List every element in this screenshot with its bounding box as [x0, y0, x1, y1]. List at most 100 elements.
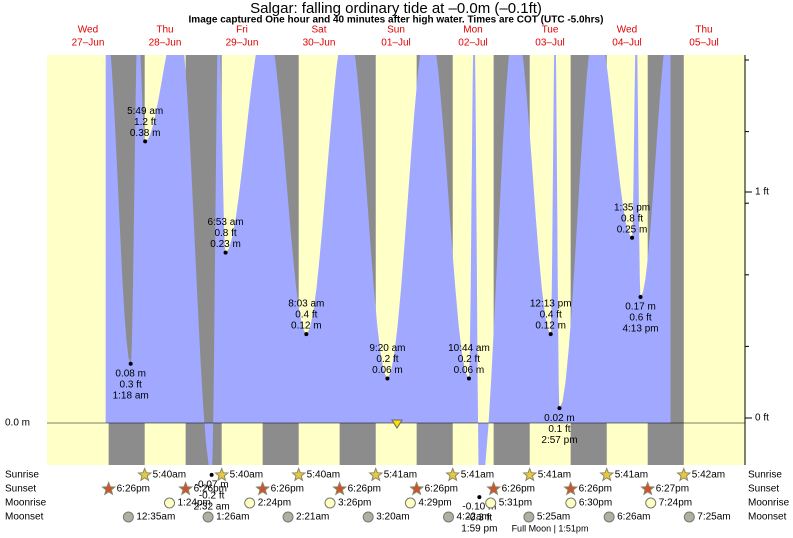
moon-icon — [443, 511, 455, 523]
sun-icon — [178, 481, 194, 496]
sunrise-time: 5:41am — [384, 470, 417, 481]
moon-icon — [122, 511, 134, 523]
date: 29–Jun — [226, 38, 259, 49]
tide-label: 2:32 am — [194, 502, 230, 513]
tide-label: 0.23 m — [210, 239, 241, 250]
sun-icon — [599, 467, 615, 482]
row-label: Sunset — [748, 484, 779, 495]
moon-icon — [565, 497, 577, 509]
moonset-time: 3:20am — [376, 512, 409, 523]
tide-label: 0.06 m — [372, 365, 403, 376]
tide-label: 0.1 ft — [548, 424, 570, 435]
weekday: Tue — [542, 25, 559, 36]
moonset-time: 7:25am — [697, 512, 730, 523]
tide-point — [385, 376, 390, 381]
sunrise-time: 5:41am — [615, 470, 648, 481]
sun-icon — [640, 481, 656, 496]
tide-label: 4:13 pm — [622, 324, 658, 335]
tide-point — [223, 250, 228, 255]
moonset-time: 4:22am — [457, 512, 490, 523]
sun-icon — [291, 467, 307, 482]
row-label: Moonrise — [5, 498, 47, 509]
tide-point — [466, 376, 471, 381]
date: 30–Jun — [303, 38, 336, 49]
tide-label: 1:35 pm — [614, 202, 650, 213]
tide-label: 0.6 ft — [629, 313, 651, 324]
left-axis-label: 0.0 m — [5, 418, 30, 429]
weekday: Thu — [156, 25, 173, 36]
tide-point — [638, 295, 643, 300]
sun-icon — [486, 481, 502, 496]
moonrise-time: 5:31pm — [499, 498, 532, 509]
sunset-time: 6:27pm — [656, 484, 689, 495]
sunrise-time: 5:40am — [230, 470, 263, 481]
tide-label: 12:13 pm — [530, 299, 572, 310]
weekday: Sun — [387, 25, 405, 36]
tide-label: -0.10 m — [462, 502, 496, 513]
sunrise-time: 5:40am — [153, 470, 186, 481]
right-axis-label: 1 ft — [755, 187, 769, 198]
title: Salgar: falling ordinary tide at –0.0m (… — [250, 0, 542, 17]
tide-point — [143, 139, 148, 144]
tide-label: 0.06 m — [454, 365, 485, 376]
weekday: Wed — [78, 25, 98, 36]
tide-label: -0.07 m — [195, 480, 229, 491]
date: 05–Jul — [689, 38, 718, 49]
tide-point — [477, 495, 482, 500]
tide-label: 0.2 ft — [458, 354, 480, 365]
tide-label: -0.3 ft — [467, 513, 493, 524]
moon-icon — [603, 511, 615, 523]
sun-icon — [563, 481, 579, 496]
sunrise-time: 5:41am — [461, 470, 494, 481]
moonrise-time: 6:30pm — [579, 498, 612, 509]
moon-icon — [683, 511, 695, 523]
sun-icon — [137, 467, 153, 482]
tide-label: 0.8 ft — [214, 228, 236, 239]
weekday: Wed — [617, 25, 637, 36]
moon-icon — [362, 511, 374, 523]
sunset-time: 6:26pm — [348, 484, 381, 495]
sunset-time: 6:26pm — [502, 484, 535, 495]
tide-label: 1:59 pm — [461, 524, 497, 535]
moon-icon — [485, 497, 497, 509]
tide-label: 6:53 am — [208, 217, 244, 228]
sunrise-time: 5:41am — [538, 470, 571, 481]
row-label: Sunrise — [748, 470, 782, 481]
sun-icon — [676, 467, 692, 482]
tide-point — [557, 406, 562, 411]
tide-label: 0.38 m — [130, 128, 161, 139]
sun-icon — [214, 467, 230, 482]
sun-icon — [522, 467, 538, 482]
moon-icon — [244, 497, 256, 509]
moonrise-time: 1:24pm — [177, 498, 210, 509]
tide-label: 0.12 m — [291, 321, 322, 332]
moonset-time: 6:26am — [617, 512, 650, 523]
tide-point — [630, 235, 635, 240]
weekday: Sat — [311, 25, 326, 36]
date: 01–Jul — [381, 38, 410, 49]
sunset-time: 6:26pm — [271, 484, 304, 495]
weekday: Fri — [236, 25, 248, 36]
sunset-time: 6:26pm — [194, 484, 227, 495]
moonset-time: 12:35am — [136, 512, 175, 523]
sun-icon — [255, 481, 271, 496]
subtitle: Image captured One hour and 40 minutes a… — [189, 15, 604, 26]
sunrise-time: 5:40am — [307, 470, 340, 481]
sun-icon — [101, 481, 117, 496]
date: 04–Jul — [612, 38, 641, 49]
row-label: Moonset — [748, 512, 787, 523]
tide-point — [128, 361, 133, 366]
moon-icon — [282, 511, 294, 523]
tide-label: 0.3 ft — [120, 379, 142, 390]
tide-label: 0.08 m — [115, 368, 146, 379]
tide-label: 2:57 pm — [541, 435, 577, 446]
moonrise-time: 7:24pm — [659, 498, 692, 509]
right-axis-label: 0 ft — [755, 413, 769, 424]
date: 02–Jul — [458, 38, 487, 49]
tide-label: -0.2 ft — [199, 491, 225, 502]
tide-label: 1:18 am — [113, 390, 149, 401]
sunset-time: 6:26pm — [117, 484, 150, 495]
sunset-time: 6:26pm — [579, 484, 612, 495]
sun-icon — [332, 481, 348, 496]
